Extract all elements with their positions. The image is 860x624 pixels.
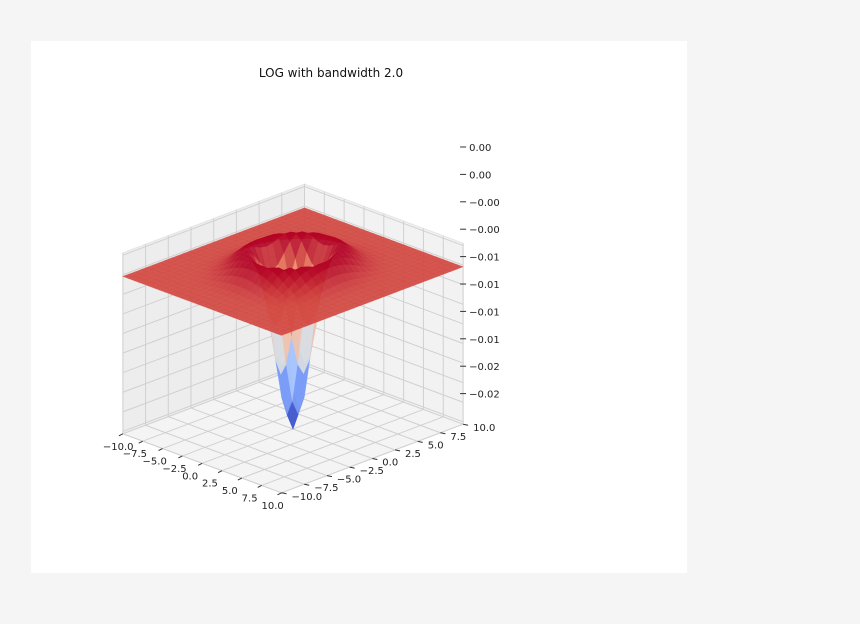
x-tick-label: −10.0 [103, 442, 134, 453]
grid-line-y [167, 235, 328, 477]
x-tick-label: 10.0 [262, 501, 284, 512]
y-tick-mark [372, 458, 378, 460]
z-tick-label: −0.02 [469, 390, 500, 401]
grid-line-z [122, 186, 464, 256]
y-tick-mark [349, 466, 355, 469]
z-tick-label: 0.00 [469, 143, 491, 154]
y-tick-mark [417, 440, 423, 443]
x-tick-label: 2.5 [202, 479, 218, 490]
y-tick-mark [304, 483, 310, 486]
z-tick-label: −0.02 [469, 362, 500, 373]
y-tick-mark [326, 475, 332, 478]
z-tick-label: −0.01 [469, 335, 500, 346]
grid-line-z [122, 205, 464, 276]
x-tick-label: −7.5 [123, 449, 147, 460]
x-tick-mark [118, 433, 124, 437]
x-tick-mark [138, 440, 143, 444]
z-tick-label: −0.01 [469, 307, 500, 318]
x-tick-label: 7.5 [242, 493, 258, 504]
x-tick-mark [217, 470, 223, 474]
x-tick-mark [237, 477, 243, 481]
y-tick-label: 7.5 [450, 432, 466, 443]
x-tick-mark [178, 455, 183, 459]
surface-plot [122, 207, 464, 431]
grid-line-y [145, 244, 305, 485]
z-tick-label: −0.01 [469, 253, 500, 264]
z-tick-label: −0.00 [469, 225, 500, 236]
y-tick-label: −10.0 [292, 492, 323, 503]
y-tick-mark [440, 432, 446, 435]
y-tick-mark [394, 449, 401, 452]
z-tick-label: −0.00 [469, 198, 500, 209]
y-tick-label: −5.0 [337, 475, 361, 486]
y-tick-mark [281, 492, 287, 495]
y-tick-label: 2.5 [405, 449, 421, 460]
figure: −10.0 −7.5 −5.0 −2.5 0.0 2.5 5.0 7.5 10.0 −10.0 −7… [31, 41, 687, 573]
y-tick-label: −2.5 [360, 466, 384, 477]
x-tick-label: 5.0 [222, 486, 238, 497]
plot-area: −10.0−7.5−5.0−2.50.02.55.07.510.0−10.0−7… [103, 66, 500, 512]
x-tick-label: −2.5 [162, 464, 186, 475]
y-tick-mark [463, 423, 469, 426]
axes-ticks: −10.0−7.5−5.0−2.50.02.55.07.510.0−10.0−7… [103, 143, 500, 512]
x-tick-mark [277, 492, 282, 496]
chart-title: LOG with bandwidth 2.0 [259, 66, 403, 80]
z-tick-label: 0.00 [469, 170, 491, 181]
y-tick-label: −7.5 [314, 483, 338, 494]
y-tick-label: 10.0 [473, 423, 495, 434]
y-tick-label: 5.0 [428, 440, 444, 451]
surface-patch [275, 330, 289, 336]
x-tick-mark [158, 448, 163, 451]
x-tick-mark [257, 484, 262, 488]
z-tick-label: −0.01 [469, 280, 500, 291]
x-tick-mark [197, 462, 203, 466]
x-tick-label: −5.0 [143, 457, 167, 468]
x-tick-label: 0.0 [182, 471, 198, 482]
y-tick-label: 0.0 [382, 458, 398, 469]
